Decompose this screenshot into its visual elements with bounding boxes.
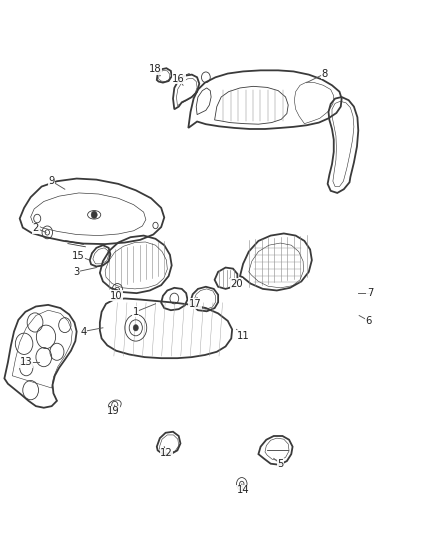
Text: 11: 11 (237, 331, 250, 341)
Text: 20: 20 (230, 279, 243, 288)
Text: 16: 16 (172, 74, 185, 84)
Text: 12: 12 (160, 448, 173, 458)
Text: 10: 10 (110, 291, 122, 301)
Circle shape (91, 211, 97, 219)
Circle shape (133, 325, 138, 331)
Text: 13: 13 (20, 358, 32, 367)
Text: 9: 9 (49, 176, 55, 186)
Text: 19: 19 (106, 407, 120, 416)
Text: 8: 8 (322, 69, 328, 78)
Text: 2: 2 (33, 223, 39, 233)
Text: 7: 7 (367, 288, 373, 298)
Text: 15: 15 (71, 251, 85, 261)
Text: 17: 17 (188, 299, 201, 309)
Text: 14: 14 (237, 486, 249, 495)
Text: 3: 3 (74, 267, 80, 277)
Text: 18: 18 (149, 64, 162, 74)
Text: 6: 6 (366, 316, 372, 326)
Text: 1: 1 (133, 307, 139, 317)
Text: 5: 5 (277, 459, 283, 469)
Text: 4: 4 (80, 327, 86, 336)
